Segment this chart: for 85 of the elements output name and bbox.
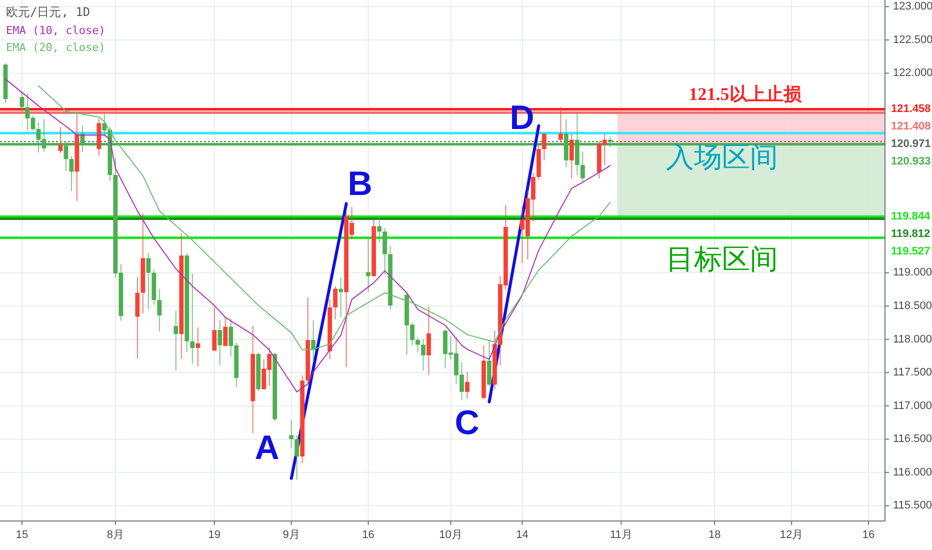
y-tick-label: 123.000	[893, 0, 932, 13]
candlestick	[416, 338, 420, 352]
y-tick-label: 122.500	[893, 34, 932, 46]
y-tick-label: 118.500	[893, 300, 932, 312]
ref-line-label: 120.971	[891, 138, 931, 150]
candlestick	[190, 272, 195, 364]
annotation: 入场区间	[666, 142, 778, 174]
candlestick	[454, 336, 458, 384]
candlestick	[146, 252, 151, 310]
annotation: C	[454, 404, 480, 442]
candlestick	[333, 286, 338, 320]
ref-line-label: 119.844	[891, 210, 932, 223]
candlestick	[520, 206, 524, 264]
candlestick	[102, 113, 107, 137]
candlestick	[174, 310, 178, 372]
candlestick	[228, 318, 234, 358]
candlestick	[20, 92, 24, 113]
annotation: 目标区间	[666, 244, 778, 276]
annotation: A	[254, 428, 280, 467]
candlestick	[608, 136, 612, 148]
annotation: B	[348, 164, 372, 203]
candlestick	[382, 228, 387, 276]
y-tick-label: 118.000	[893, 333, 932, 346]
ref-line-label: 119.527	[891, 246, 930, 258]
x-tick-label: 16	[362, 529, 374, 541]
y-tick-label: 116.000	[893, 466, 932, 478]
candlestick	[36, 122, 41, 153]
text: EMA (10, close)	[6, 24, 106, 37]
candlestick	[443, 328, 448, 370]
x-tick-label: 10月	[439, 529, 462, 541]
candlestick	[157, 288, 162, 332]
candlestick	[558, 106, 563, 143]
candlestick	[410, 322, 414, 346]
ref-line-label: 121.458	[891, 103, 931, 116]
x-tick-label: 18	[708, 529, 721, 541]
ref-line-label: 121.408	[891, 120, 931, 133]
x-tick-label: 16	[862, 529, 875, 541]
x-tick-label: 11月	[610, 529, 632, 541]
candlestick	[289, 419, 294, 448]
y-tick-label: 115.500	[893, 500, 932, 512]
x-tick-label: 9月	[282, 529, 300, 541]
candlestick	[135, 276, 140, 360]
candlestick	[262, 358, 266, 390]
text: EMA (20, close)	[6, 41, 106, 54]
candlestick	[421, 338, 426, 372]
y-tick-label: 122.000	[893, 67, 932, 80]
x-tick-label: 12月	[780, 529, 804, 541]
candlestick	[531, 172, 536, 222]
candlestick	[25, 93, 30, 131]
candlestick	[212, 306, 217, 352]
candlestick	[377, 216, 382, 244]
y-tick-label: 119.000	[893, 266, 932, 279]
candlestick	[42, 118, 46, 152]
x-tick-label: 15	[16, 529, 28, 541]
candlestick	[426, 306, 431, 376]
candlestick	[350, 206, 354, 240]
candlestick	[460, 361, 464, 400]
candlestick	[542, 132, 546, 161]
candlestick	[58, 126, 63, 154]
candlestick	[69, 156, 74, 192]
candlestick	[569, 133, 574, 179]
x-tick-label: 19	[208, 529, 221, 541]
candlestick	[448, 336, 453, 360]
candlestick	[338, 276, 344, 318]
x-tick-label: 14	[516, 529, 528, 541]
candlestick	[487, 340, 492, 386]
annotation: 121.5以上止损	[688, 84, 802, 104]
y-tick-label: 117.000	[893, 400, 932, 412]
candlestick	[580, 151, 585, 182]
candlestick	[223, 316, 228, 347]
candlestick	[465, 371, 470, 400]
y-tick-label: 116.500	[893, 433, 932, 446]
candlestick	[602, 133, 607, 166]
candlestick	[267, 346, 272, 386]
candlestick	[196, 326, 200, 368]
x-tick-label: 8月	[106, 529, 124, 541]
y-tick-label: 117.500	[893, 366, 932, 379]
ref-line-label: 119.812	[891, 228, 930, 240]
ref-line-label: 120.933	[891, 156, 931, 168]
candlestick	[366, 238, 370, 293]
chart-title: 欧元/日元, 1D	[6, 5, 90, 19]
candlestick	[218, 320, 222, 366]
candlestick	[64, 141, 68, 172]
candlestick	[311, 320, 316, 362]
candlestick	[294, 434, 300, 480]
